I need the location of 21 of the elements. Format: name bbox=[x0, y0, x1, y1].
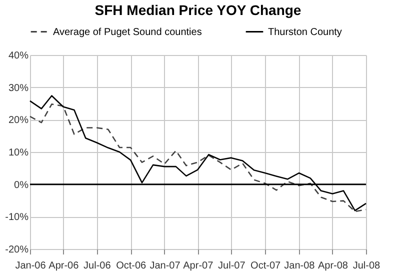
y-tick-label: 0% bbox=[14, 180, 29, 191]
y-tick-label: -20% bbox=[5, 244, 29, 256]
y-tick-label: 40% bbox=[8, 50, 29, 62]
x-tick-label: Jan-08 bbox=[284, 260, 316, 272]
x-tick-label: Jul-07 bbox=[218, 260, 246, 272]
x-tick-label: Jan-07 bbox=[150, 260, 181, 272]
x-tick-label: Jul-06 bbox=[84, 260, 112, 272]
chart-title: SFH Median Price YOY Change bbox=[94, 2, 302, 18]
x-tick-label: Apr-08 bbox=[318, 260, 348, 272]
legend-label: Thurston County bbox=[268, 26, 342, 38]
y-tick-label: 10% bbox=[8, 148, 29, 158]
y-tick-label: 20% bbox=[8, 115, 29, 126]
x-tick-label: Oct-07 bbox=[250, 260, 281, 272]
x-tick-label: Apr-07 bbox=[183, 260, 214, 272]
x-tick-label: Jul-08 bbox=[352, 260, 381, 272]
y-tick-label: -10% bbox=[5, 212, 29, 224]
x-tick-label: Apr-06 bbox=[48, 260, 80, 272]
legend-label: Average of Puget Sound counties bbox=[53, 26, 202, 38]
y-tick-label: 30% bbox=[8, 82, 29, 94]
x-tick-label: Oct-06 bbox=[116, 260, 147, 272]
x-tick-label: Jan-06 bbox=[15, 260, 46, 272]
